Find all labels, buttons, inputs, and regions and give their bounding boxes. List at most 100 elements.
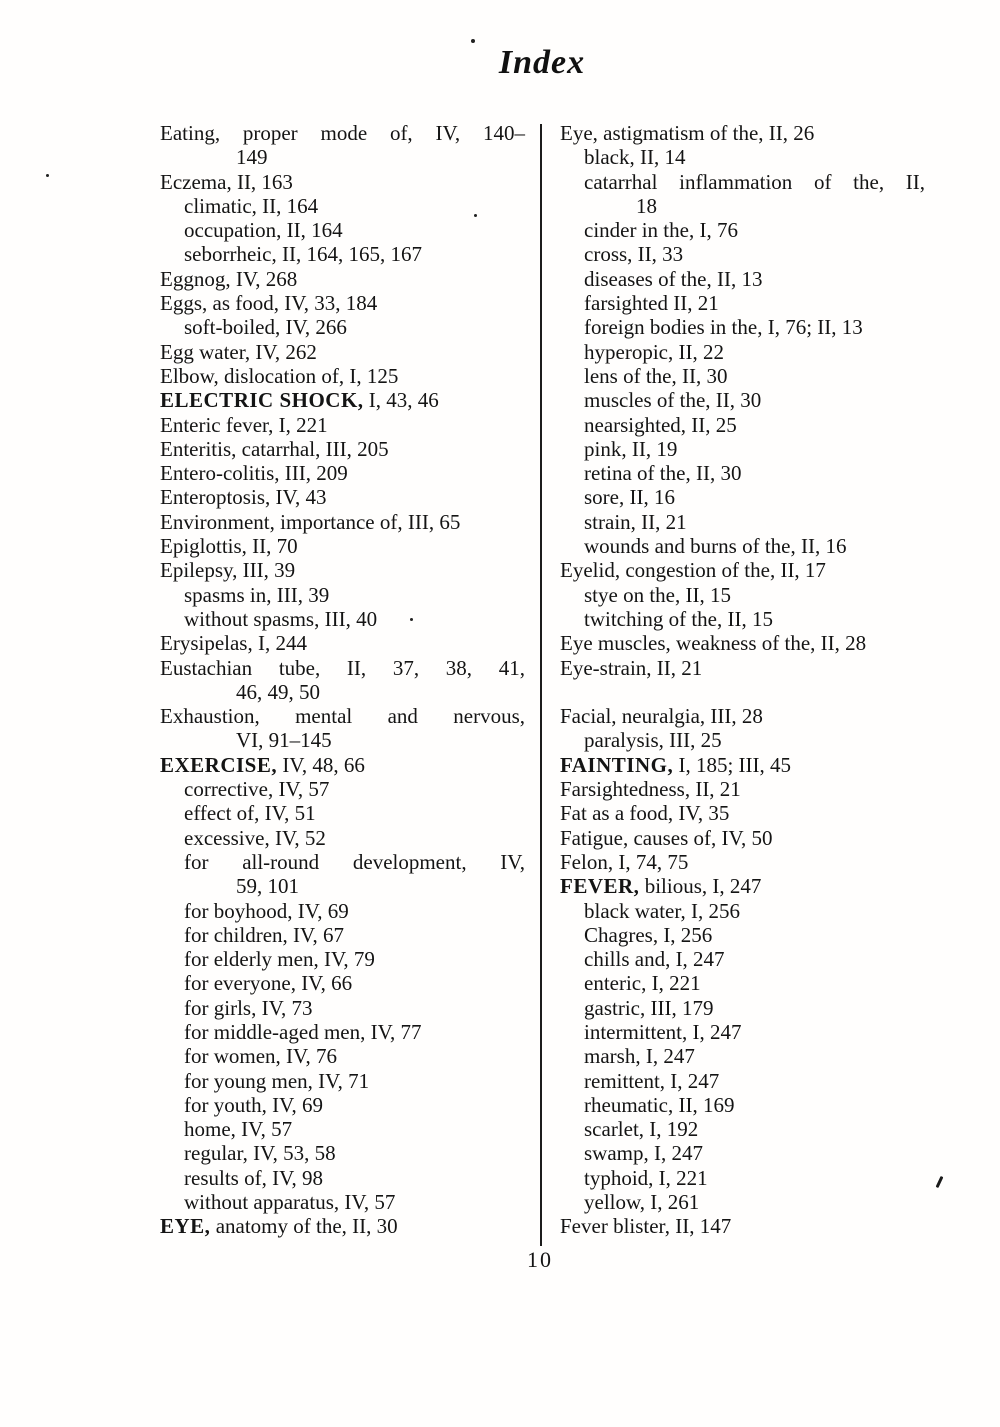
ink-speck [471,39,475,43]
page-number: 10 [527,1247,553,1272]
index-entry-line: Facial, neuralgia, III, 28 [560,704,763,729]
index-entry-line: muscles of the, II, 30 [584,388,762,413]
index-entry-line: Eczema, II, 163 [160,169,293,194]
index-entry-line: Farsightedness, II, 21 [560,777,741,802]
index-entry-line: black water, I, 256 [584,898,741,923]
index-entry-line: for middle-aged men, IV, 77 [184,1019,422,1044]
index-entry-line: paralysis, III, 25 [584,728,722,753]
index-entry-line: Epilepsy, III, 39 [160,558,296,583]
index-entry-line: for girls, IV, 73 [184,995,313,1020]
index-entry-line: Exhaustion, mental and nervous, [160,704,525,729]
index-entry-line: Eggnog, IV, 268 [160,266,298,291]
index-columns: Eating, proper mode of, IV, 140– 149 Eczem… [160,121,925,1239]
index-entry-line: 59, 101 [236,874,299,899]
index-entry-line: Eye-strain, II, 21 [560,655,703,680]
index-entry-line: for women, IV, 76 [184,1044,338,1069]
index-entry-line: Enteric fever, I, 221 [160,412,328,437]
index-entry-line: Egg water, IV, 262 [160,339,317,364]
index-entry-line: gastric, III, 179 [584,995,714,1020]
index-entry-line: Epiglottis, II, 70 [160,534,298,559]
index-entry-line: Environment, importance of, III, 65 [160,509,461,534]
index-entry-line: Chagres, I, 256 [584,922,713,947]
index-entry-line: without apparatus, IV, 57 [184,1190,396,1215]
index-entry-line: 18 [636,193,657,218]
index-entry-line: black, II, 14 [584,145,686,170]
index-entry-line: soft-boiled, IV, 266 [184,315,347,340]
index-entry-line: EYE, anatomy of the, II, 30 [160,1214,398,1239]
index-entry-line: seborrheic, II, 164, 165, 167 [184,242,422,267]
index-entry-line: for young men, IV, 71 [184,1068,370,1093]
index-entry-line: intermittent, I, 247 [584,1019,742,1044]
index-entry-line: Eggs, as food, IV, 33, 184 [160,291,378,316]
index-entry-line: corrective, IV, 57 [184,777,330,802]
index-entry-line: Enteritis, catarrhal, III, 205 [160,436,389,461]
index-entry-line: foreign bodies in the, I, 76; II, 13 [584,315,863,340]
index-entry-line: typhoid, I, 221 [584,1165,708,1190]
index-entry-line: Felon, I, 74, 75 [560,849,689,874]
index-entry-line: yellow, I, 261 [584,1190,700,1215]
index-entry-line: for everyone, IV, 66 [184,971,353,996]
index-entry-line: Fatigue, causes of, IV, 50 [560,825,773,850]
index-entry-line: for youth, IV, 69 [184,1092,324,1117]
index-entry-line: effect of, IV, 51 [184,801,316,826]
index-entry-line: climatic, II, 164 [184,193,319,218]
index-entry-line: Eye muscles, weakness of the, II, 28 [560,631,867,656]
index-entry-line: FAINTING, I, 185; III, 45 [560,752,792,777]
index-entry-line: rheumatic, II, 169 [584,1092,735,1117]
index-entry-line: Erysipelas, I, 244 [160,631,307,656]
index-entry-line: chills and, I, 247 [584,947,725,972]
ink-speck [410,618,413,621]
index-entry-line: Enteroptosis, IV, 43 [160,485,327,510]
index-entry-line: sore, II, 16 [584,485,675,510]
index-entry-line: 149 [236,145,268,170]
page-title: Index [498,44,586,81]
index-entry-line: Fat as a food, IV, 35 [560,801,730,826]
index-entry-line: for elderly men, IV, 79 [184,947,375,972]
index-entry-line: catarrhal inflammation of the, II, [584,169,925,194]
ink-speck [474,214,477,217]
index-entry-line: EXERCISE, IV, 48, 66 [160,752,365,777]
index-headword-bold: ELECTRIC SHOCK, [160,388,364,413]
index-entry-line: spasms in, III, 39 [184,582,330,607]
index-entry-line: diseases of the, II, 13 [584,266,763,291]
index-entry-line: results of, IV, 98 [184,1165,324,1190]
index-entry-line: FEVER, bilious, I, 247 [560,874,762,899]
index-entry-line: nearsighted, II, 25 [584,412,737,437]
index-entry-line: Elbow, dislocation of, I, 125 [160,363,399,388]
index-entry-line: home, IV, 57 [184,1117,293,1142]
index-entry-line: Fever blister, II, 147 [560,1214,732,1239]
index-entry-line: ELECTRIC SHOCK, I, 43, 46 [160,388,439,413]
index-entry-line: retina of the, II, 30 [584,461,742,486]
index-entry-line: cinder in the, I, 76 [584,218,738,243]
index-entry-line: excessive, IV, 52 [184,825,326,850]
index-entry-line: without spasms, III, 40 [184,606,378,631]
index-headword-bold: EYE, [160,1214,211,1239]
index-headword-bold: FEVER, [560,874,640,899]
index-entry-line: stye on the, II, 15 [584,582,731,607]
index-entry-line: for children, IV, 67 [184,922,344,947]
index-entry-line: 46, 49, 50 [236,679,320,704]
index-entry-line: enteric, I, 221 [584,971,701,996]
index-entry-line: wounds and burns of the, II, 16 [584,534,847,559]
index-entry-line: pink, II, 19 [584,436,678,461]
index-entry-line: lens of the, II, 30 [584,363,728,388]
index-entry-line: hyperopic, II, 22 [584,339,724,364]
index-entry-line: Eyelid, congestion of the, II, 17 [560,558,826,583]
index-column-right: Eye, astigmatism of the, II, 26 black, II… [560,121,925,1239]
index-entry-line: Eye, astigmatism of the, II, 26 [560,121,815,145]
index-entry-line: remittent, I, 247 [584,1068,720,1093]
index-entry-line: Eustachian tube, II, 37, 38, 41, [160,655,525,680]
index-column-left: Eating, proper mode of, IV, 140– 149 Eczem… [160,121,525,1239]
index-entry-line: scarlet, I, 192 [584,1117,699,1142]
index-entry-line: for all-round development, IV, [184,849,525,874]
index-headword-bold: FAINTING, [560,752,674,777]
index-entry-line: strain, II, 21 [584,509,687,534]
ink-speck [46,174,49,177]
index-entry-line: regular, IV, 53, 58 [184,1141,336,1166]
index-entry-line: marsh, I, 247 [584,1044,695,1069]
index-entry-line: twitching of the, II, 15 [584,606,773,631]
index-entry-line: cross, II, 33 [584,242,684,267]
index-entry-line: Eating, proper mode of, IV, 140– [160,121,525,145]
index-entry-line: farsighted II, 21 [584,291,719,316]
